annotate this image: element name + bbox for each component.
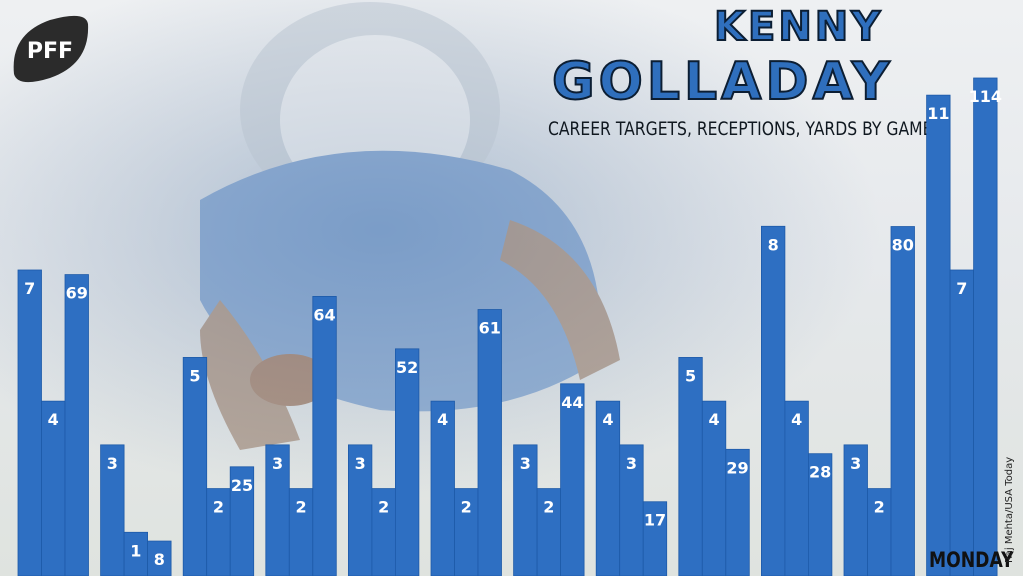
bar-label-game-3-series-3: 25 [231, 476, 253, 495]
bar-game-11-series-3 [890, 226, 915, 576]
photo-credit: Raj Mehta/USA Today [1004, 456, 1015, 563]
bar-label-game-10-series-1: 8 [768, 235, 779, 254]
bar-game-12-series-3 [973, 77, 998, 576]
bar-label-game-8-series-2: 3 [626, 454, 637, 473]
bar-label-game-11-series-3: 80 [892, 236, 914, 255]
bar-game-4-series-3 [312, 296, 337, 576]
bar-game-10-series-1 [761, 225, 786, 576]
bar-label-game-8-series-3: 17 [644, 511, 666, 530]
bar-label-game-4-series-1: 3 [272, 454, 283, 473]
bar-label-game-3-series-2: 2 [213, 498, 224, 517]
bar-label-game-2-series-3: 8 [154, 550, 165, 569]
bar-label-game-8-series-1: 4 [602, 410, 613, 429]
logo-text: PFF [27, 39, 73, 64]
bar-game-1-series-3 [64, 274, 89, 576]
bar-game-1-series-1 [17, 269, 42, 576]
bar-game-9-series-3 [725, 448, 750, 576]
bar-game-12-series-1 [926, 94, 951, 576]
title-block: KENNY GOLLADAY CAREER TARGETS, RECEPTION… [548, 0, 932, 150]
bar-label-game-1-series-3: 69 [66, 284, 88, 303]
bar-label-game-6-series-1: 4 [437, 410, 448, 429]
bar-label-game-6-series-2: 2 [461, 498, 472, 517]
bar-label-game-10-series-2: 4 [791, 410, 802, 429]
bar-label-game-12-series-1: 11 [927, 104, 949, 123]
bar-label-game-1-series-1: 7 [24, 279, 35, 298]
bar-game-5-series-3 [394, 348, 420, 576]
bar-label-game-3-series-1: 5 [189, 366, 200, 385]
bar-label-game-2-series-1: 3 [107, 454, 118, 473]
bar-label-game-5-series-3: 52 [396, 358, 418, 377]
bar-label-game-7-series-1: 3 [520, 454, 531, 473]
bar-game-3-series-1 [182, 357, 208, 576]
pff-logo: PFF [13, 15, 89, 83]
bar-label-game-6-series-3: 61 [479, 319, 501, 338]
bar-label-game-2-series-2: 1 [130, 541, 141, 560]
bar-label-game-1-series-2: 4 [48, 410, 59, 429]
bar-label-game-7-series-2: 2 [543, 498, 554, 517]
bar-label-game-11-series-2: 2 [874, 498, 885, 517]
bar-label-game-5-series-2: 2 [378, 498, 389, 517]
monday-annotation: MONDAY [929, 548, 1014, 572]
bar-label-game-9-series-3: 29 [726, 458, 748, 477]
bar-label-game-10-series-3: 28 [809, 463, 831, 482]
bar-label-game-12-series-3: 114 [969, 87, 1002, 106]
bar-game-9-series-1 [678, 357, 703, 576]
title-first-name: KENNY [713, 3, 884, 51]
bar-label-game-9-series-2: 4 [708, 410, 719, 429]
bar-label-game-4-series-3: 64 [313, 305, 335, 324]
bar-label-game-4-series-2: 2 [295, 498, 306, 517]
title-last-name: GOLLADAY [551, 51, 894, 113]
bar-game-7-series-3 [560, 383, 585, 576]
bar-game-8-series-3 [642, 501, 668, 576]
bar-label-game-9-series-1: 5 [685, 366, 696, 385]
bar-game-12-series-2 [949, 269, 974, 576]
chart-subtitle: CAREER TARGETS, RECEPTIONS, YARDS BY GAM… [548, 118, 933, 140]
bar-label-game-7-series-3: 44 [561, 393, 583, 412]
bar-label-game-11-series-1: 3 [850, 454, 861, 473]
bar-game-2-series-1 [100, 444, 125, 576]
bar-label-game-5-series-1: 3 [355, 454, 366, 473]
bar-game-6-series-3 [477, 309, 502, 576]
bar-label-game-12-series-2: 7 [956, 279, 967, 298]
